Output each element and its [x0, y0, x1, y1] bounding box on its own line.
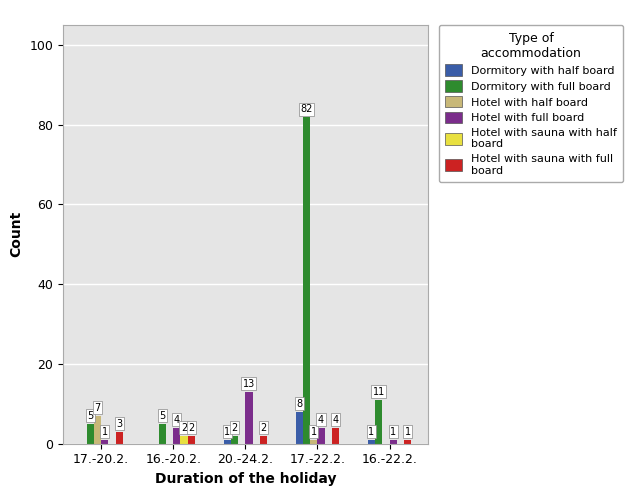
Bar [389, 439, 397, 444]
Text: 1: 1 [390, 427, 396, 437]
Bar [375, 400, 382, 444]
Text: 5: 5 [87, 411, 94, 421]
Text: 3: 3 [116, 419, 122, 429]
Bar [187, 435, 195, 444]
Text: 2: 2 [260, 423, 267, 433]
Bar [101, 439, 108, 444]
Bar [260, 435, 267, 444]
Text: 13: 13 [243, 379, 255, 389]
Text: 8: 8 [296, 399, 303, 409]
Text: 1: 1 [224, 427, 230, 437]
Bar [332, 427, 339, 444]
Bar [159, 423, 166, 444]
X-axis label: Duration of the holiday: Duration of the holiday [155, 472, 336, 486]
Text: 4: 4 [174, 415, 180, 425]
Text: 1: 1 [404, 427, 411, 437]
Text: 4: 4 [332, 415, 338, 425]
Text: 1: 1 [369, 427, 374, 437]
Bar [318, 427, 325, 444]
Text: 2: 2 [231, 423, 238, 433]
Text: 1: 1 [311, 427, 317, 437]
Legend: Dormitory with half board, Dormitory with full board, Hotel with half board, Hot: Dormitory with half board, Dormitory wit… [438, 25, 623, 182]
Y-axis label: Count: Count [9, 211, 24, 258]
Bar [404, 439, 411, 444]
Bar [303, 117, 310, 444]
Bar [94, 416, 101, 444]
Bar [173, 427, 181, 444]
Text: 11: 11 [372, 387, 385, 397]
Text: 4: 4 [318, 415, 324, 425]
Text: 82: 82 [301, 104, 313, 114]
Bar [231, 435, 238, 444]
Text: 2: 2 [188, 423, 194, 433]
Bar [296, 412, 303, 444]
Text: 5: 5 [159, 411, 165, 421]
Bar [116, 431, 123, 444]
Bar [87, 423, 94, 444]
Bar [224, 439, 231, 444]
Text: 7: 7 [94, 403, 101, 413]
Bar [368, 439, 375, 444]
Text: 2: 2 [181, 423, 187, 433]
Bar [181, 435, 187, 444]
Bar [245, 392, 252, 444]
Bar [310, 439, 318, 444]
Text: 1: 1 [102, 427, 108, 437]
